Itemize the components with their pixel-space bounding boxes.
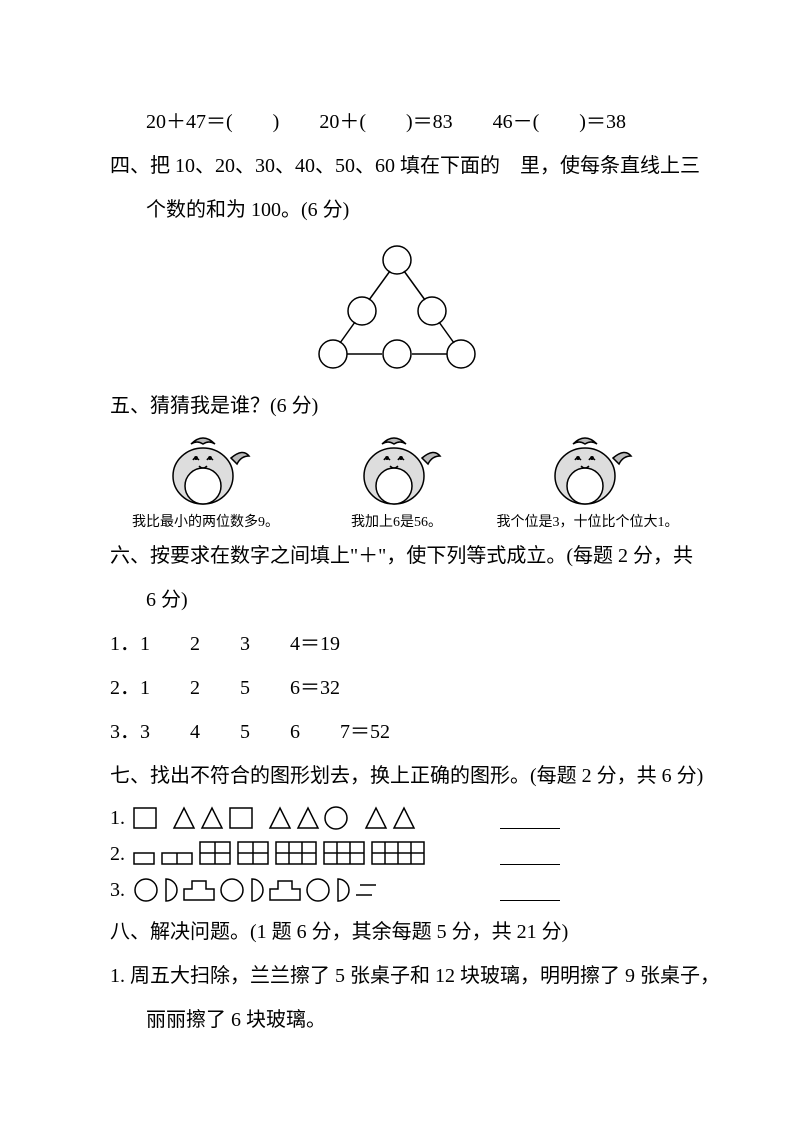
- worksheet-page: 20＋47＝( ) 20＋( )＝83 46－( )＝38 四、把 10、20、…: [0, 0, 793, 1102]
- bird-icon: [155, 434, 255, 510]
- q7-title: 七、找出不符合的图形划去，换上正确的图形。(每题 2 分，共 6 分): [110, 754, 683, 798]
- q4-title-line1: 四、把 10、20、30、40、50、60 填在下面的 里，使每条直线上三: [110, 144, 683, 188]
- blank-1: [500, 808, 560, 829]
- bird-icon: [537, 434, 637, 510]
- caption-2: 我加上6是56。: [351, 512, 442, 534]
- blank-3: [500, 880, 560, 901]
- q6-line2: 2．1 2 5 6＝32: [110, 666, 683, 710]
- q7-row2: 2.: [110, 838, 683, 870]
- q6-title-line2: 6 分): [110, 578, 683, 622]
- character-1: 我比最小的两位数多9。: [111, 434, 300, 534]
- q6-line1: 1．1 2 3 4＝19: [110, 622, 683, 666]
- q4-diagram: [110, 238, 683, 378]
- q5-characters: 我比最小的两位数多9。 我加上6是56。: [110, 434, 683, 534]
- q7-num-3: 3.: [110, 874, 132, 906]
- caption-1: 我比最小的两位数多9。: [132, 512, 279, 534]
- q4-title-line2: 个数的和为 100。(6 分): [110, 188, 683, 232]
- character-2: 我加上6是56。: [302, 434, 491, 534]
- bird-icon: [346, 434, 446, 510]
- character-3: 我个位是3，十位比个位大1。: [493, 434, 682, 534]
- q6-line3: 3．3 4 5 6 7＝52: [110, 710, 683, 754]
- q7-num-2: 2.: [110, 838, 132, 870]
- q8-title: 八、解决问题。(1 题 6 分，其余每题 5 分，共 21 分): [110, 910, 683, 954]
- q8-p1a: 1. 周五大扫除，兰兰擦了 5 张桌子和 12 块玻璃，明明擦了 9 张桌子，: [110, 954, 683, 998]
- caption-3: 我个位是3，十位比个位大1。: [496, 512, 678, 534]
- q8-p1b: 丽丽擦了 6 块玻璃。: [110, 998, 683, 1042]
- q5-title: 五、猜猜我是谁？(6 分): [110, 384, 683, 428]
- q7-row1: 1.: [110, 802, 683, 834]
- equation-line: 20＋47＝( ) 20＋( )＝83 46－( )＝38: [110, 100, 683, 144]
- q6-title-line1: 六、按要求在数字之间填上"＋"，使下列等式成立。(每题 2 分，共: [110, 534, 683, 578]
- blank-2: [500, 844, 560, 865]
- q7-row3: 3.: [110, 874, 683, 906]
- q7-num-1: 1.: [110, 802, 132, 834]
